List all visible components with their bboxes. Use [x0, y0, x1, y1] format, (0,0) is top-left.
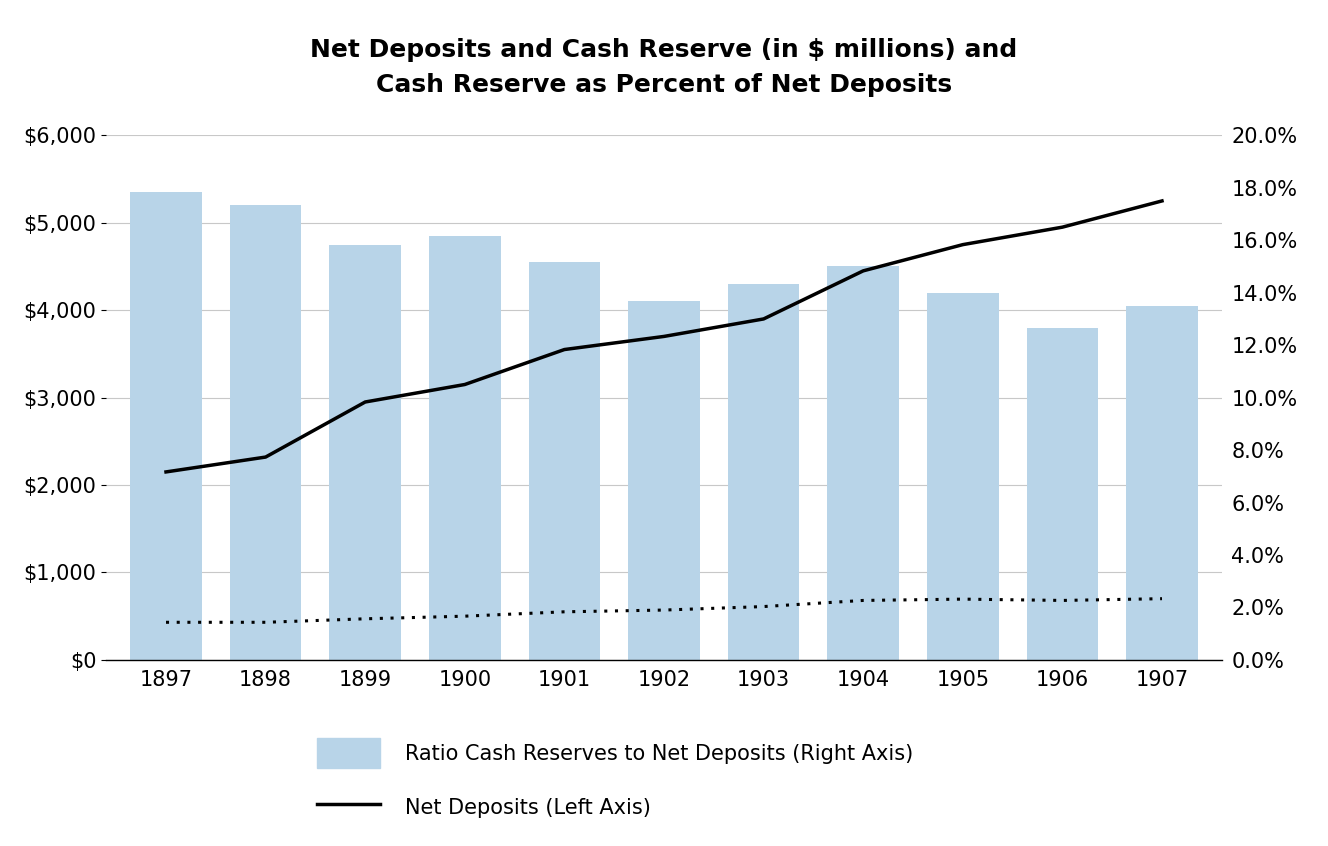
Bar	[429, 236, 501, 660]
Bar	[529, 262, 600, 660]
Bar	[130, 192, 202, 660]
Bar	[927, 293, 999, 660]
Text: Net Deposits and Cash Reserve (in $ millions) and
Cash Reserve as Percent of Net: Net Deposits and Cash Reserve (in $ mill…	[311, 38, 1017, 97]
Bar	[230, 206, 301, 660]
Bar	[628, 301, 700, 660]
Bar	[728, 284, 799, 660]
Bar	[329, 244, 401, 660]
Bar	[1027, 327, 1098, 660]
Bar	[827, 266, 899, 660]
Legend: Ratio Cash Reserves to Net Deposits (Right Axis), Net Deposits (Left Axis), Cash: Ratio Cash Reserves to Net Deposits (Rig…	[317, 739, 914, 846]
Bar	[1126, 306, 1198, 660]
